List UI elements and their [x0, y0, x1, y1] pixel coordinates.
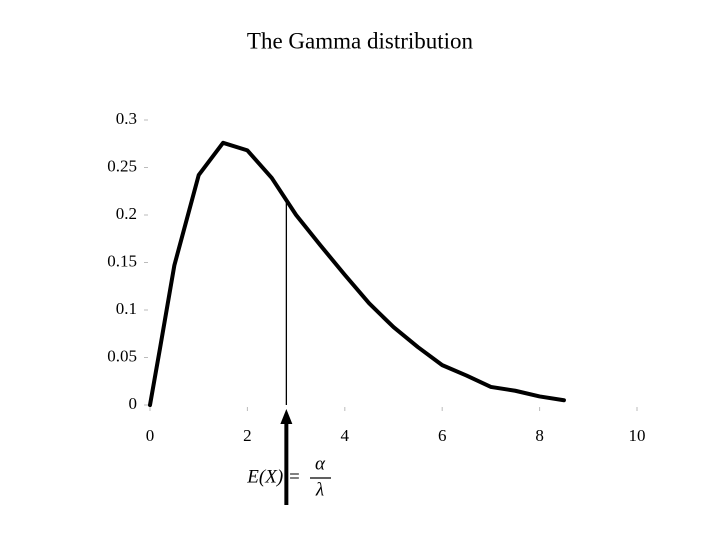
y-tick-label: 0.2	[116, 204, 137, 223]
annotation-numerator: α	[315, 453, 326, 474]
y-tick-label: 0.1	[116, 299, 137, 318]
chart-title: The Gamma distribution	[247, 28, 474, 53]
x-tick-label: 2	[243, 426, 252, 445]
line	[148, 140, 566, 407]
y-tick-label: 0.05	[107, 346, 137, 365]
x-tick-label: 0	[146, 426, 155, 445]
mean-arrow-head	[280, 409, 293, 424]
x-tick-label: 8	[535, 426, 544, 445]
x-tick-label: 4	[341, 426, 350, 445]
y-tick-label: 0	[129, 394, 138, 413]
annotation-denominator: λ	[315, 479, 324, 500]
x-tick-label: 10	[629, 426, 646, 445]
y-tick-label: 0.3	[116, 109, 137, 128]
y-tick-label: 0.25	[107, 156, 137, 175]
annotation-lhs: E(X) =	[246, 466, 300, 487]
x-tick-label: 6	[438, 426, 447, 445]
y-tick-label: 0.15	[107, 251, 137, 270]
